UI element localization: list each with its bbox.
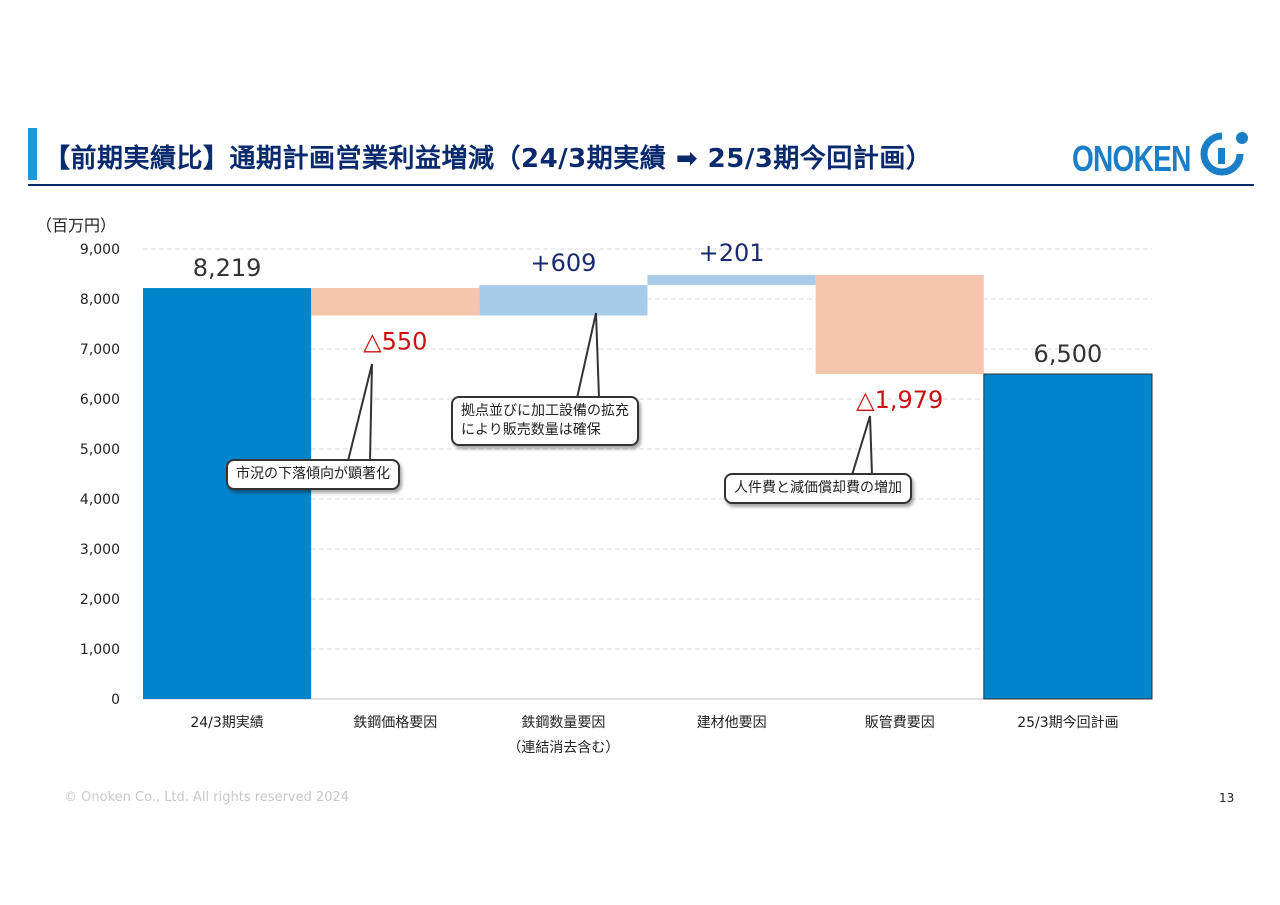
y-tick-label: 5,000 bbox=[80, 442, 120, 458]
callout-steel-price: 市況の下落傾向が顕著化 bbox=[226, 459, 400, 490]
bar-decrease bbox=[311, 288, 480, 316]
bar-total bbox=[143, 288, 312, 699]
page-number: 13 bbox=[1219, 791, 1235, 805]
title-accent-bar bbox=[28, 128, 37, 180]
page-title: 【前期実績比】通期計画営業利益増減（24/3期実績 ➡ 25/3期今回計画） bbox=[44, 144, 933, 174]
x-tick-label: 鉄鋼数量要因 bbox=[521, 715, 605, 731]
data-label: △550 bbox=[363, 328, 427, 356]
x-tick-label: 鉄鋼価格要因 bbox=[353, 715, 437, 731]
title-underline bbox=[28, 184, 1254, 186]
bar-decrease bbox=[815, 275, 984, 374]
bar-total bbox=[983, 373, 1153, 700]
copyright: © Onoken Co., Ltd. All rights reserved 2… bbox=[64, 790, 350, 805]
data-label: △1,979 bbox=[856, 386, 943, 414]
y-tick-label: 2,000 bbox=[80, 592, 120, 608]
y-tick-label: 1,000 bbox=[80, 642, 120, 658]
logo-ring-icon bbox=[1200, 132, 1248, 176]
y-tick-label: 0 bbox=[111, 692, 120, 708]
data-label: 8,219 bbox=[193, 254, 262, 282]
data-label: 6,500 bbox=[1034, 340, 1103, 368]
data-label: +609 bbox=[530, 249, 596, 277]
logo-wordmark: ONOKEN bbox=[1072, 138, 1191, 179]
x-tick-label: 25/3期今回計画 bbox=[1017, 715, 1118, 731]
callout-steel-volume: 拠点並びに加工設備の拡充 により販売数量は確保 bbox=[451, 396, 639, 446]
x-tick-label: 24/3期実績 bbox=[190, 715, 263, 731]
y-tick-label: 6,000 bbox=[80, 392, 120, 408]
callout-tail-steel-price bbox=[347, 363, 373, 462]
company-logo: ONOKEN bbox=[1072, 128, 1252, 180]
y-tick-label: 7,000 bbox=[80, 342, 120, 358]
callout-tail-steel-volume bbox=[576, 312, 600, 399]
y-tick-label: 3,000 bbox=[80, 542, 120, 558]
y-tick-label: 4,000 bbox=[80, 492, 120, 508]
callout-tail-sga bbox=[851, 415, 873, 476]
y-tick-label: 9,000 bbox=[80, 242, 120, 258]
callout-sga: 人件費と減価償却費の増加 bbox=[724, 473, 912, 504]
x-tick-label: 販管費要因 bbox=[865, 715, 935, 731]
bar-increase bbox=[479, 285, 648, 316]
bar-increase bbox=[647, 275, 816, 286]
data-label: +201 bbox=[699, 239, 765, 267]
unit-label: （百万円） bbox=[36, 216, 117, 235]
x-tick-sublabel: （連結消去含む） bbox=[507, 740, 619, 756]
x-tick-label: 建材他要因 bbox=[697, 715, 767, 731]
y-tick-label: 8,000 bbox=[80, 292, 120, 308]
